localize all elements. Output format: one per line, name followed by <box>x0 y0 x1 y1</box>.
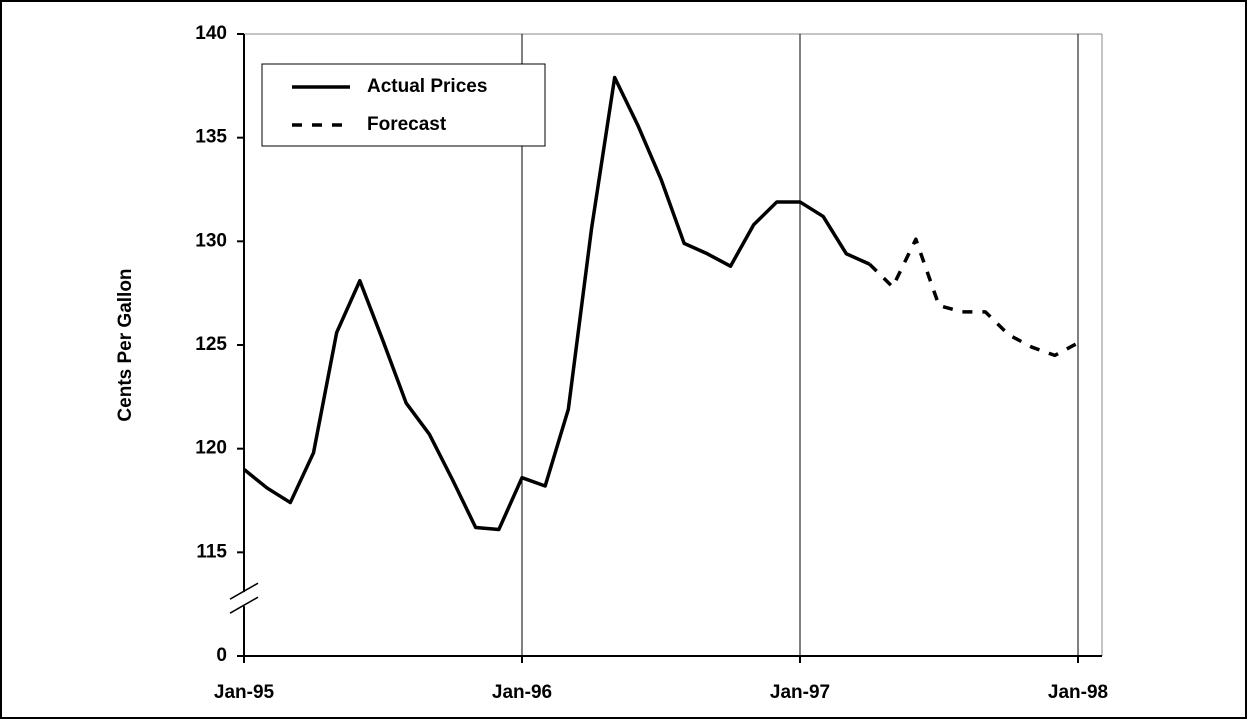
line-series <box>242 75 871 532</box>
y-tick-label: 0 <box>216 645 227 666</box>
axis-break <box>229 596 259 614</box>
x-tick-label: Jan-97 <box>770 682 830 703</box>
legend-label: Forecast <box>367 114 447 135</box>
legend-box <box>261 63 546 147</box>
x-tick-label: Jan-96 <box>492 682 552 703</box>
y-tick-label: 115 <box>196 541 227 562</box>
axis-break <box>229 582 259 600</box>
x-tick-label: Jan-98 <box>1048 682 1108 703</box>
legend-label: Actual Prices <box>367 76 487 97</box>
y-axis-label: Cents Per Gallon <box>115 268 136 421</box>
x-tick-label: Jan-95 <box>214 682 275 703</box>
y-tick-label: 125 <box>195 334 227 355</box>
y-tick-label: 130 <box>195 230 227 251</box>
y-tick-label: 135 <box>195 127 227 148</box>
y-tick-label: 140 <box>195 23 227 44</box>
y-tick-label: 120 <box>195 438 227 459</box>
